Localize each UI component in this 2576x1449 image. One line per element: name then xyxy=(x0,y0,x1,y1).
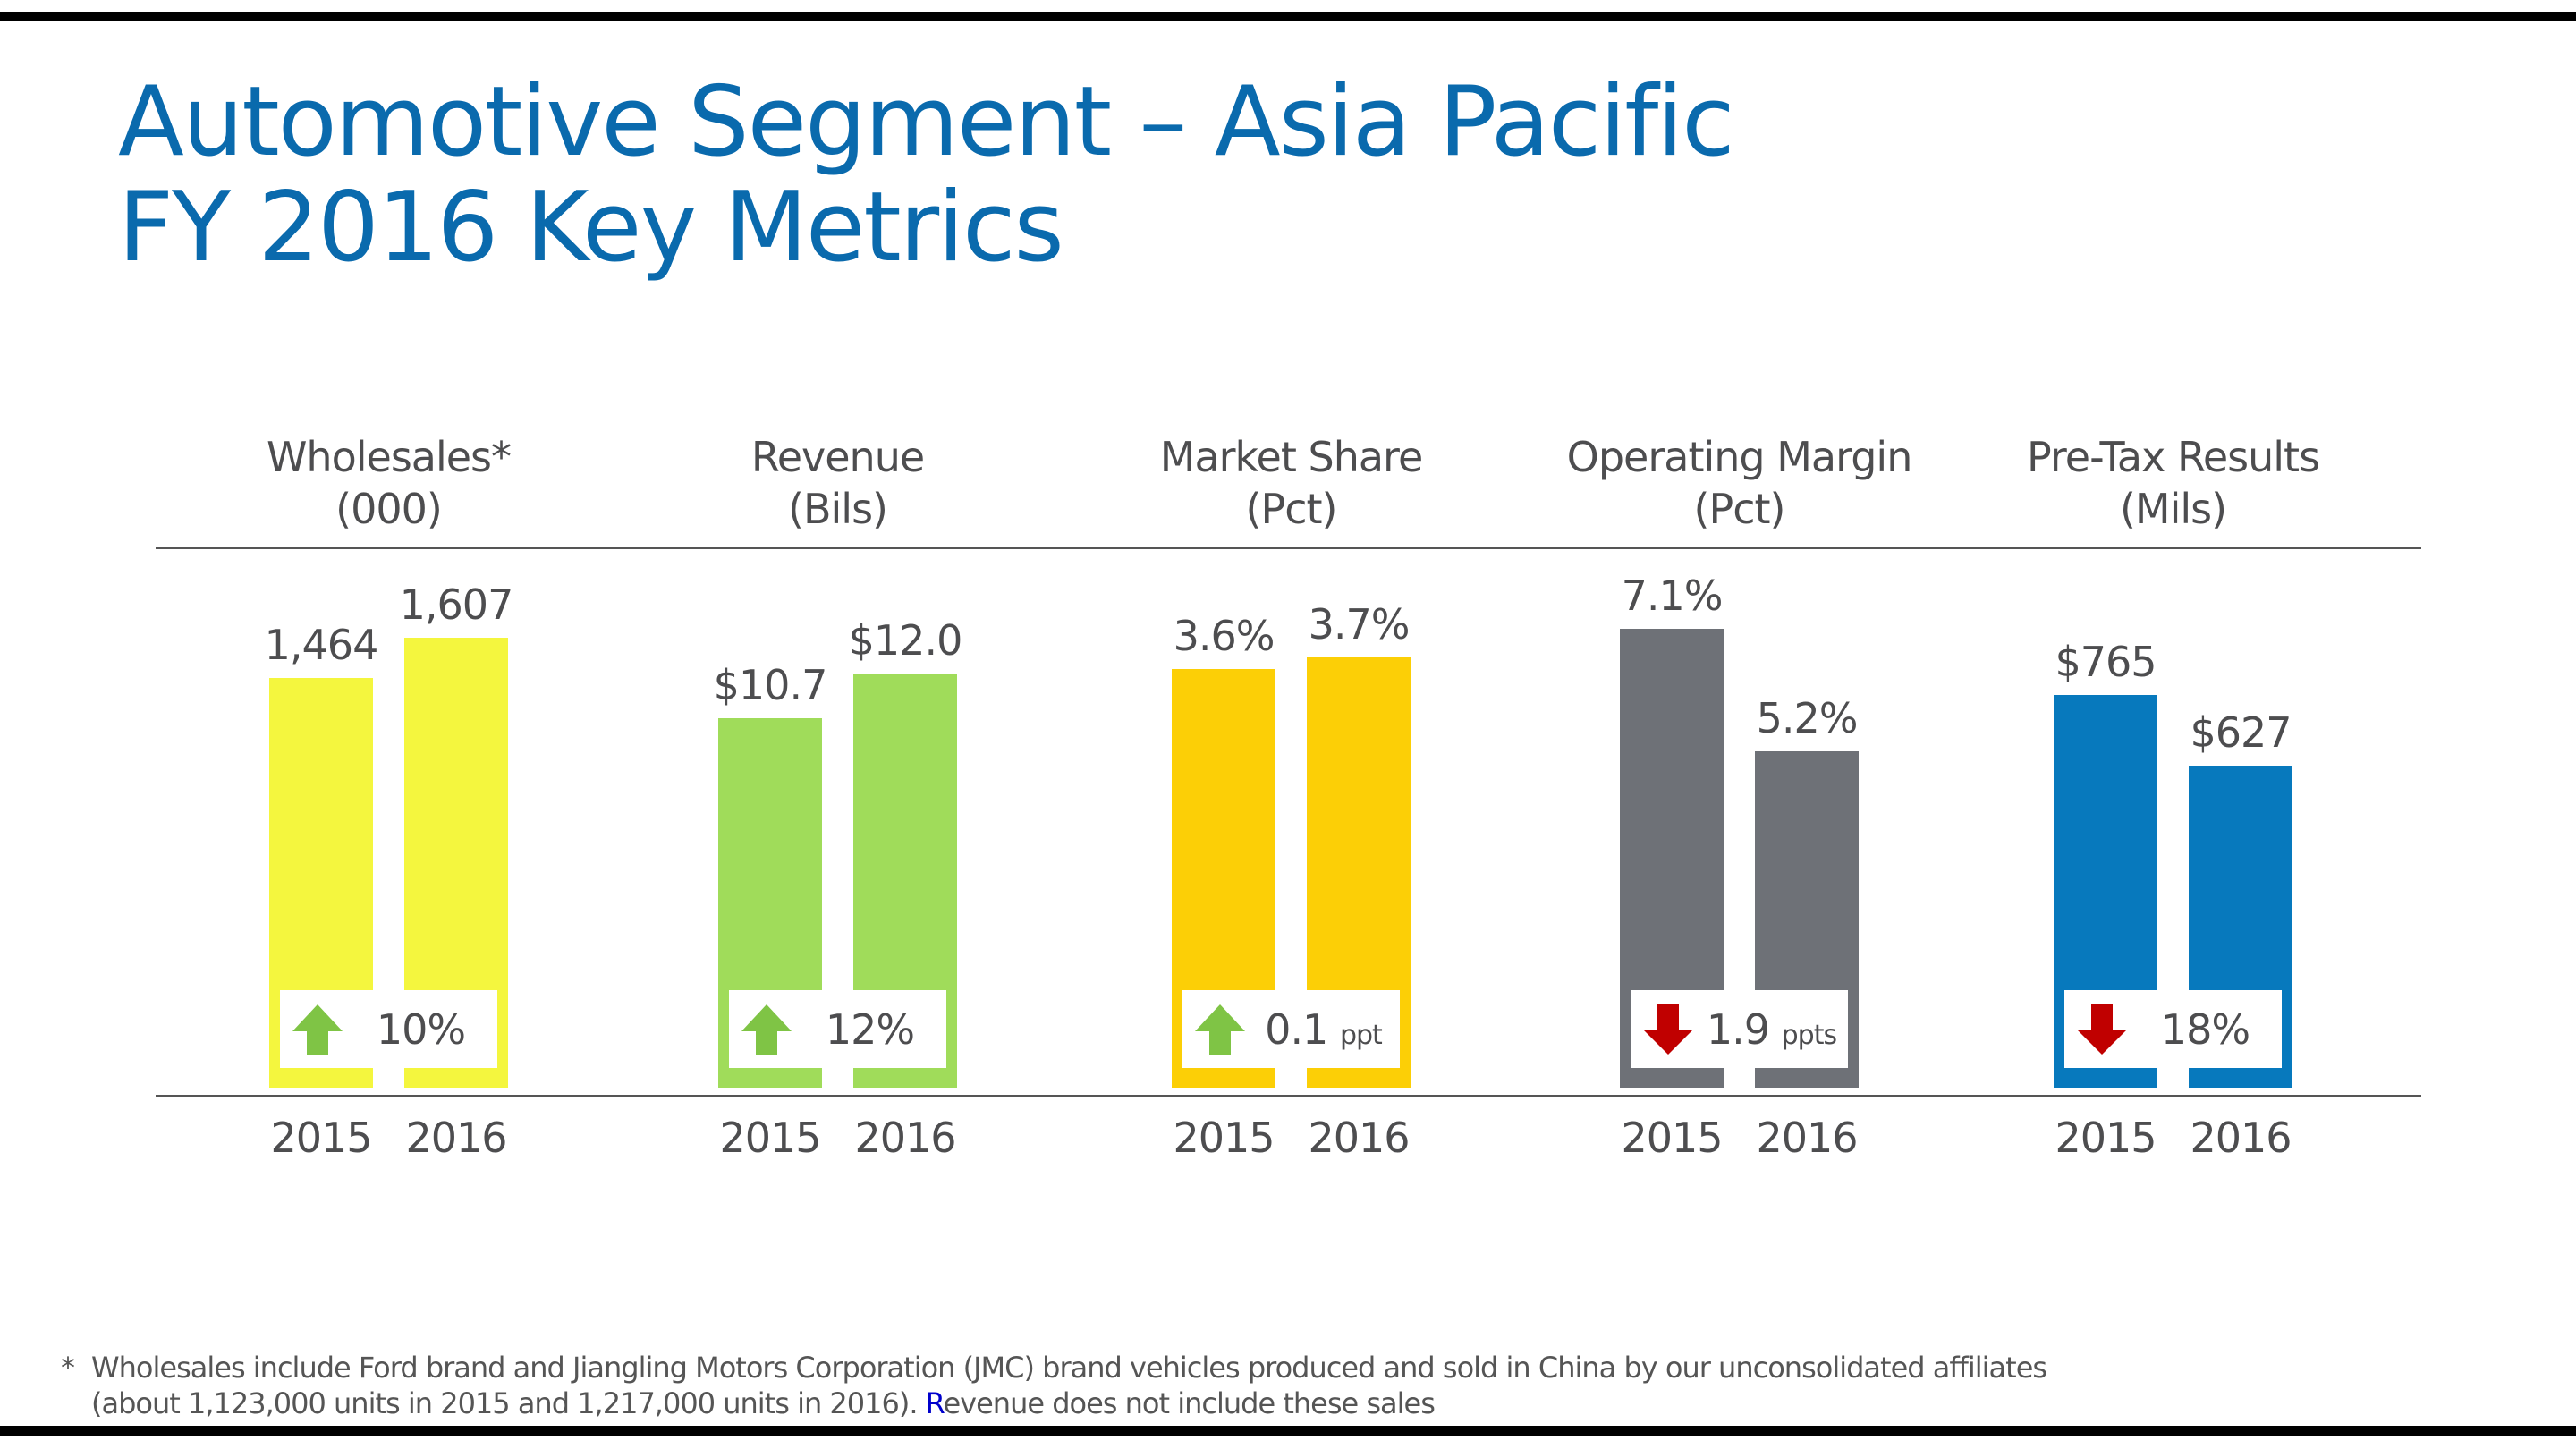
arrow-up-icon xyxy=(292,1004,343,1055)
change-unit: ppts xyxy=(1781,1019,1837,1051)
panel-header-title: Wholesales* xyxy=(266,433,512,481)
year-tick-label: 2016 xyxy=(854,1114,956,1162)
change-indicator: 10% xyxy=(280,990,497,1068)
panel-header: Market Share (Pct) xyxy=(1104,431,1479,535)
panel-header-unit: (Pct) xyxy=(1693,485,1786,533)
year-tick-label: 2015 xyxy=(1621,1114,1723,1162)
change-amount: 12% xyxy=(825,1004,915,1054)
panel-header-unit: (Pct) xyxy=(1245,485,1338,533)
footnote-line-2b: R xyxy=(925,1386,945,1420)
change-value: 1.9 ppts xyxy=(1695,1005,1848,1054)
panel-header: Pre-Tax Results (Mils) xyxy=(1986,431,2361,535)
bar-value-label: 7.1% xyxy=(1621,572,1724,620)
footnote-line-2c: evenue does not include these sales xyxy=(943,1386,1435,1420)
year-tick-label: 2015 xyxy=(719,1114,821,1162)
change-unit: ppt xyxy=(1339,1019,1383,1051)
top-rule xyxy=(0,12,2576,21)
bar-value-label: 3.6% xyxy=(1173,612,1275,660)
year-tick-label: 2016 xyxy=(1756,1114,1858,1162)
year-tick-label: 2015 xyxy=(1173,1114,1275,1162)
panel-header-title: Revenue xyxy=(750,433,925,481)
arrow-down-icon xyxy=(2077,1004,2127,1055)
panel-header-unit: (Bils) xyxy=(788,485,888,533)
footnote-line-2: (about 1,123,000 units in 2015 and 1,217… xyxy=(91,1386,1436,1420)
header-divider xyxy=(156,547,2421,549)
title-line-2: FY 2016 Key Metrics xyxy=(118,172,1064,284)
panel-header-title: Operating Margin xyxy=(1566,433,1913,481)
arrow-down-icon xyxy=(1643,1004,1693,1055)
arrow-up-icon xyxy=(741,1004,792,1055)
change-indicator: 1.9 ppts xyxy=(1631,990,1848,1068)
year-tick-label: 2016 xyxy=(1308,1114,1410,1162)
bar-value-label: $12.0 xyxy=(848,616,963,665)
footnote-line-2a: (about 1,123,000 units in 2015 and 1,217… xyxy=(91,1386,926,1420)
baseline xyxy=(156,1095,2421,1097)
year-tick-label: 2015 xyxy=(270,1114,372,1162)
bar-value-label: 5.2% xyxy=(1756,694,1859,743)
change-indicator: 18% xyxy=(2064,990,2282,1068)
change-amount: 10% xyxy=(376,1004,466,1054)
panel-header-unit: (000) xyxy=(335,485,443,533)
bar-value-label: $765 xyxy=(2055,638,2157,686)
change-value: 10% xyxy=(344,1005,497,1054)
bar-value-label: 3.7% xyxy=(1308,600,1411,648)
footnote-star: * xyxy=(61,1351,75,1385)
panel-header-title: Pre-Tax Results xyxy=(2026,433,2320,481)
panel-header-title: Market Share xyxy=(1159,433,1424,481)
title-line-1: Automotive Segment – Asia Pacific xyxy=(118,66,1735,178)
year-tick-label: 2016 xyxy=(405,1114,507,1162)
year-tick-label: 2015 xyxy=(2055,1114,2157,1162)
change-indicator: 12% xyxy=(729,990,946,1068)
bar-value-label: 1,607 xyxy=(399,580,514,629)
change-indicator: 0.1 ppt xyxy=(1182,990,1400,1068)
page-title: Automotive Segment – Asia Pacific FY 201… xyxy=(118,66,1735,284)
year-tick-label: 2016 xyxy=(2190,1114,2292,1162)
change-amount: 1.9 xyxy=(1706,1004,1770,1054)
arrow-up-icon xyxy=(1195,1004,1245,1055)
panel-header: Revenue (Bils) xyxy=(650,431,1026,535)
bar-value-label: 1,464 xyxy=(264,620,379,669)
change-value: 12% xyxy=(793,1005,946,1054)
panel-header: Wholesales* (000) xyxy=(201,431,577,535)
change-amount: 0.1 xyxy=(1265,1004,1328,1054)
bar-value-label: $627 xyxy=(2190,708,2292,758)
panel-header-unit: (Mils) xyxy=(2119,485,2227,533)
panel-header: Operating Margin (Pct) xyxy=(1552,431,1928,535)
bottom-rule xyxy=(0,1426,2576,1436)
bar-value-label: $10.7 xyxy=(713,661,828,710)
footnote-line-1: Wholesales include Ford brand and Jiangl… xyxy=(91,1351,2047,1385)
change-value: 18% xyxy=(2129,1005,2282,1054)
change-value: 0.1 ppt xyxy=(1247,1005,1400,1054)
change-amount: 18% xyxy=(2160,1004,2250,1054)
